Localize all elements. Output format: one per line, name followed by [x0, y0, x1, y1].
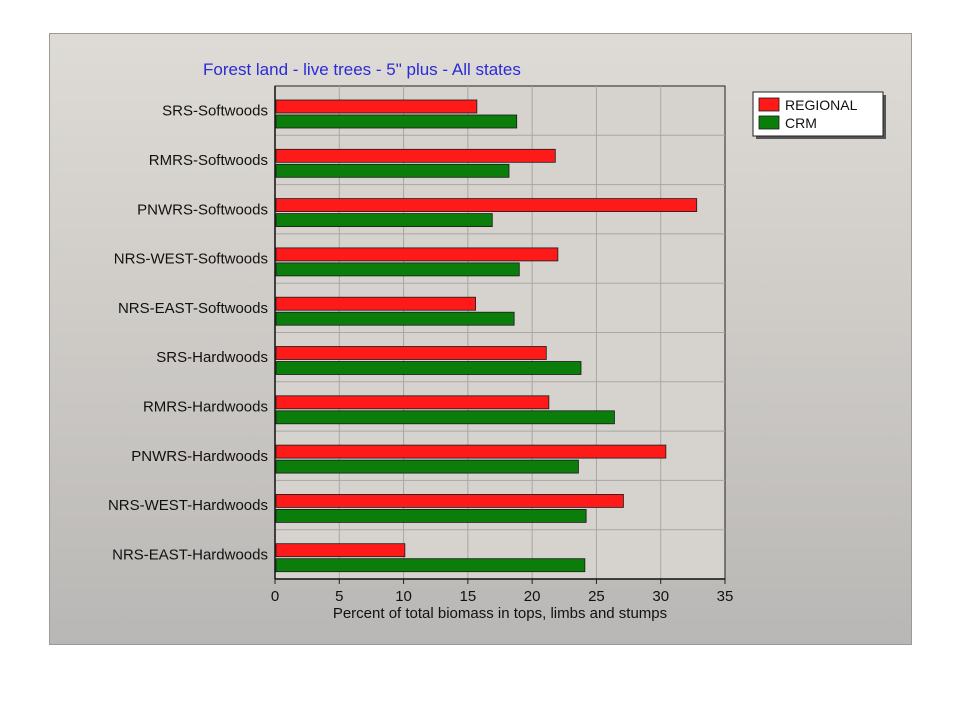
legend-swatch-crm — [758, 115, 780, 130]
bar-regional: NRS-WEST-Softwoods — REGIONAL: 22 — [275, 247, 559, 262]
x-tick-label: 10 — [395, 588, 412, 605]
category-label: SRS-Softwoods — [162, 103, 268, 120]
category-label: NRS-EAST-Softwoods — [118, 300, 268, 317]
bar-crm: PNWRS-Softwoods — CRM: 16.9 — [275, 213, 493, 228]
bar-crm: PNWRS-Hardwoods — CRM: 23.6 — [275, 459, 579, 474]
bar-chart: Forest land - live trees - 5" plus - All… — [108, 60, 886, 622]
bar-regional: NRS-WEST-Hardwoods — REGIONAL: 27.1 — [275, 493, 624, 508]
x-tick-label: 30 — [652, 588, 669, 605]
category-label: SRS-Hardwoods — [156, 349, 268, 366]
category-labels: SRS-Softwoods RMRS-Softwoods PNWRS-Softwoo… — [108, 103, 268, 564]
legend: REGIONAL CRM — [752, 91, 886, 139]
legend-label: CRM — [785, 115, 817, 131]
x-tick-label: 25 — [588, 588, 605, 605]
bar-crm: RMRS-Hardwoods — CRM: 26.4 — [275, 410, 615, 425]
category-label: NRS-WEST-Hardwoods — [108, 497, 268, 514]
x-tick-label: 5 — [335, 588, 343, 605]
bar-regional: PNWRS-Softwoods — REGIONAL: 32.8 — [275, 198, 698, 213]
category-label: PNWRS-Hardwoods — [131, 448, 268, 465]
bar-regional: NRS-EAST-Hardwoods — REGIONAL: 10.1 — [275, 543, 406, 558]
x-axis-label: Percent of total biomass in tops, limbs … — [333, 605, 667, 622]
bar-crm: NRS-WEST-Softwoods — CRM: 19 — [275, 262, 520, 277]
bar-crm: SRS-Softwoods — CRM: 18.8 — [275, 114, 518, 129]
bar-regional: SRS-Softwoods — REGIONAL: 15.7 — [275, 99, 478, 114]
bar-regional: PNWRS-Hardwoods — REGIONAL: 30.4 — [275, 444, 667, 459]
bar-regional: NRS-EAST-Softwoods — REGIONAL: 15.6 — [275, 296, 476, 311]
legend-swatch-regional — [758, 97, 780, 112]
x-tick-label: 35 — [717, 588, 734, 605]
category-label: NRS-EAST-Hardwoods — [112, 546, 268, 563]
bar-regional: RMRS-Hardwoods — REGIONAL: 21.3 — [275, 395, 550, 410]
bar-regional: SRS-Hardwoods — REGIONAL: 21.1 — [275, 346, 547, 360]
x-tick-label: 0 — [271, 588, 279, 605]
bar-crm: RMRS-Softwoods — CRM: 18.2 — [275, 163, 510, 178]
chart-title: Forest land - live trees - 5" plus - All… — [203, 60, 521, 79]
bar-crm: NRS-EAST-Softwoods — CRM: 18.6 — [275, 311, 515, 326]
category-label: RMRS-Softwoods — [149, 152, 268, 169]
x-tick-label: 20 — [524, 588, 541, 605]
x-tick-label: 15 — [460, 588, 477, 605]
x-tick-labels: 0 5 10 15 20 25 30 35 — [271, 588, 734, 605]
category-label: NRS-WEST-Softwoods — [114, 251, 268, 268]
bar-regional: RMRS-Softwoods — REGIONAL: 21.8 — [275, 148, 556, 163]
category-label: PNWRS-Softwoods — [137, 201, 268, 218]
legend-label: REGIONAL — [785, 97, 858, 113]
category-label: RMRS-Hardwoods — [143, 398, 268, 415]
bars: SRS-Softwoods — REGIONAL: 15.7SRS-Softwo… — [275, 99, 698, 573]
bar-crm: SRS-Hardwoods — CRM: 23.8 — [275, 361, 582, 375]
bar-crm: NRS-WEST-Hardwoods — CRM: 24.2 — [275, 508, 587, 523]
chart-panel: Forest land - live trees - 5" plus - All… — [49, 33, 912, 645]
bar-crm: NRS-EAST-Hardwoods — CRM: 24.1 — [275, 558, 586, 573]
